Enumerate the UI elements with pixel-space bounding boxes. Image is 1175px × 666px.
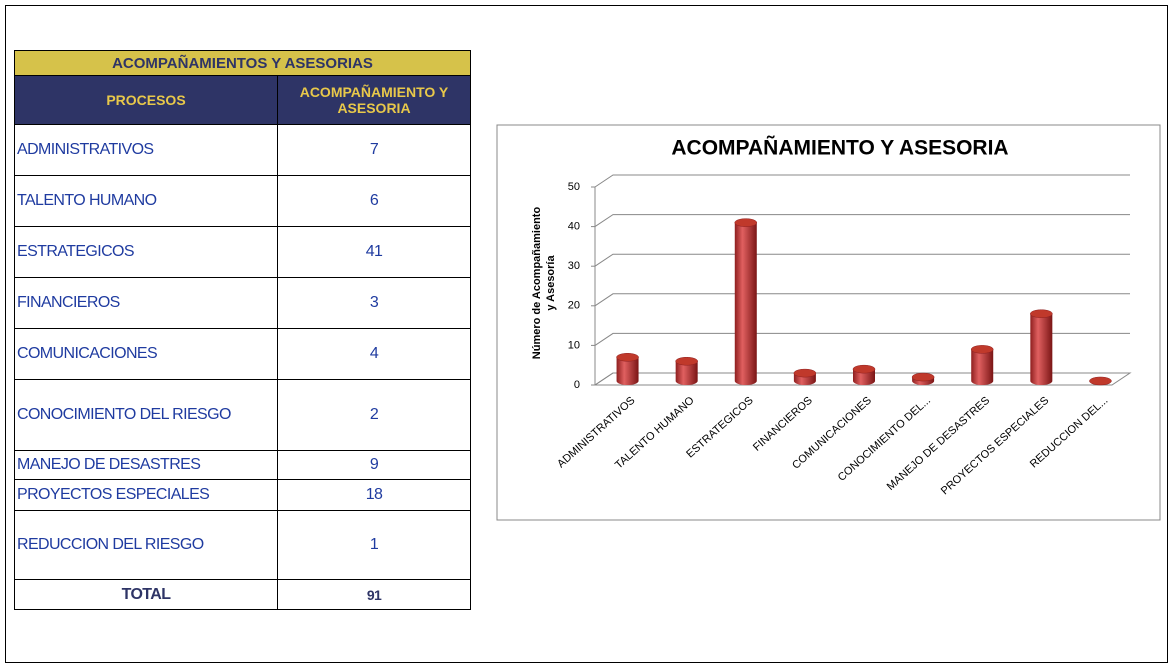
- value-cell: 41: [277, 226, 471, 278]
- bar: [911, 372, 935, 385]
- process-cell: CONOCIMIENTO DEL RIESGO: [14, 379, 278, 451]
- bar-top: [1030, 309, 1053, 318]
- y-axis-label: Número de Acompañamiento: [531, 207, 543, 360]
- value-cell: 2: [277, 379, 471, 451]
- grid-line: [594, 174, 1130, 188]
- table-row: ADMINISTRATIVOS 7: [14, 124, 471, 176]
- bar-top: [675, 356, 698, 366]
- bar-top: [1089, 376, 1112, 386]
- table-row: COMUNICACIONES 4: [14, 328, 471, 380]
- y-tick-label: 0: [574, 379, 580, 391]
- data-table: ACOMPAÑAMIENTOS Y ASESORIAS PROCESOS ACO…: [14, 50, 471, 610]
- process-cell: PROYECTOS ESPECIALES: [14, 479, 278, 511]
- bar-top: [970, 345, 994, 354]
- value-cell: 1: [277, 510, 471, 580]
- bar-body: [734, 222, 757, 385]
- bar: [793, 368, 817, 385]
- process-cell: TALENTO HUMANO: [14, 175, 278, 227]
- total-label: TOTAL: [14, 579, 278, 610]
- bar-top: [793, 368, 817, 378]
- bar-body: [971, 349, 994, 385]
- bar-top: [734, 218, 758, 227]
- bar-top: [911, 372, 935, 382]
- table-row: ESTRATEGICOS 41: [14, 226, 471, 278]
- value-cell: 18: [277, 479, 471, 511]
- y-tick-label: 20: [568, 300, 580, 312]
- bar-body: [1030, 313, 1053, 385]
- total-value: 91: [277, 579, 471, 610]
- bar-body: [853, 369, 875, 385]
- grid-line: [594, 332, 1130, 346]
- process-cell: ESTRATEGICOS: [14, 226, 278, 278]
- chart-box: [496, 124, 1161, 521]
- table-row: CONOCIMIENTO DEL RIESGO 2: [14, 379, 471, 451]
- y-tick-label: 10: [568, 339, 580, 351]
- y-tick-label: 40: [568, 221, 580, 233]
- grid-line: [594, 214, 1130, 228]
- bar: [675, 356, 698, 385]
- process-cell: REDUCCION DEL RIESGO: [14, 510, 278, 580]
- bar: [734, 218, 758, 385]
- bar: [970, 345, 994, 385]
- y-tick-label: 30: [568, 260, 580, 272]
- header-cell: PROCESOS: [14, 75, 278, 125]
- grid-line: [594, 253, 1130, 267]
- bar: [1030, 309, 1053, 385]
- bar-body: [675, 361, 698, 385]
- bar-body: [616, 357, 639, 385]
- y-tick-label: 50: [568, 181, 580, 193]
- process-cell: ADMINISTRATIVOS: [14, 124, 278, 176]
- bar-top: [852, 364, 876, 374]
- floor: [593, 372, 1132, 386]
- y-axis-label: y Asesoría: [545, 255, 557, 311]
- bar-top: [616, 353, 639, 362]
- value-cell: 7: [277, 124, 471, 176]
- sheet-frame: [5, 5, 1168, 663]
- bar: [616, 353, 639, 385]
- header-cell: ACOMPAÑAMIENTO Y ASESORIA: [277, 75, 471, 125]
- table-row: MANEJO DE DESASTRES 9: [14, 450, 471, 480]
- table-row: TALENTO HUMANO 6: [14, 175, 471, 227]
- grid-line: [594, 293, 1130, 307]
- bar: [852, 364, 876, 385]
- chart-title: ACOMPAÑAMIENTO Y ASESORIA: [671, 137, 1008, 160]
- value-cell: 4: [277, 328, 471, 380]
- table-row: REDUCCION DEL RIESGO 1: [14, 510, 471, 580]
- bar: [1089, 376, 1112, 386]
- table-row: PROYECTOS ESPECIALES 18: [14, 479, 471, 511]
